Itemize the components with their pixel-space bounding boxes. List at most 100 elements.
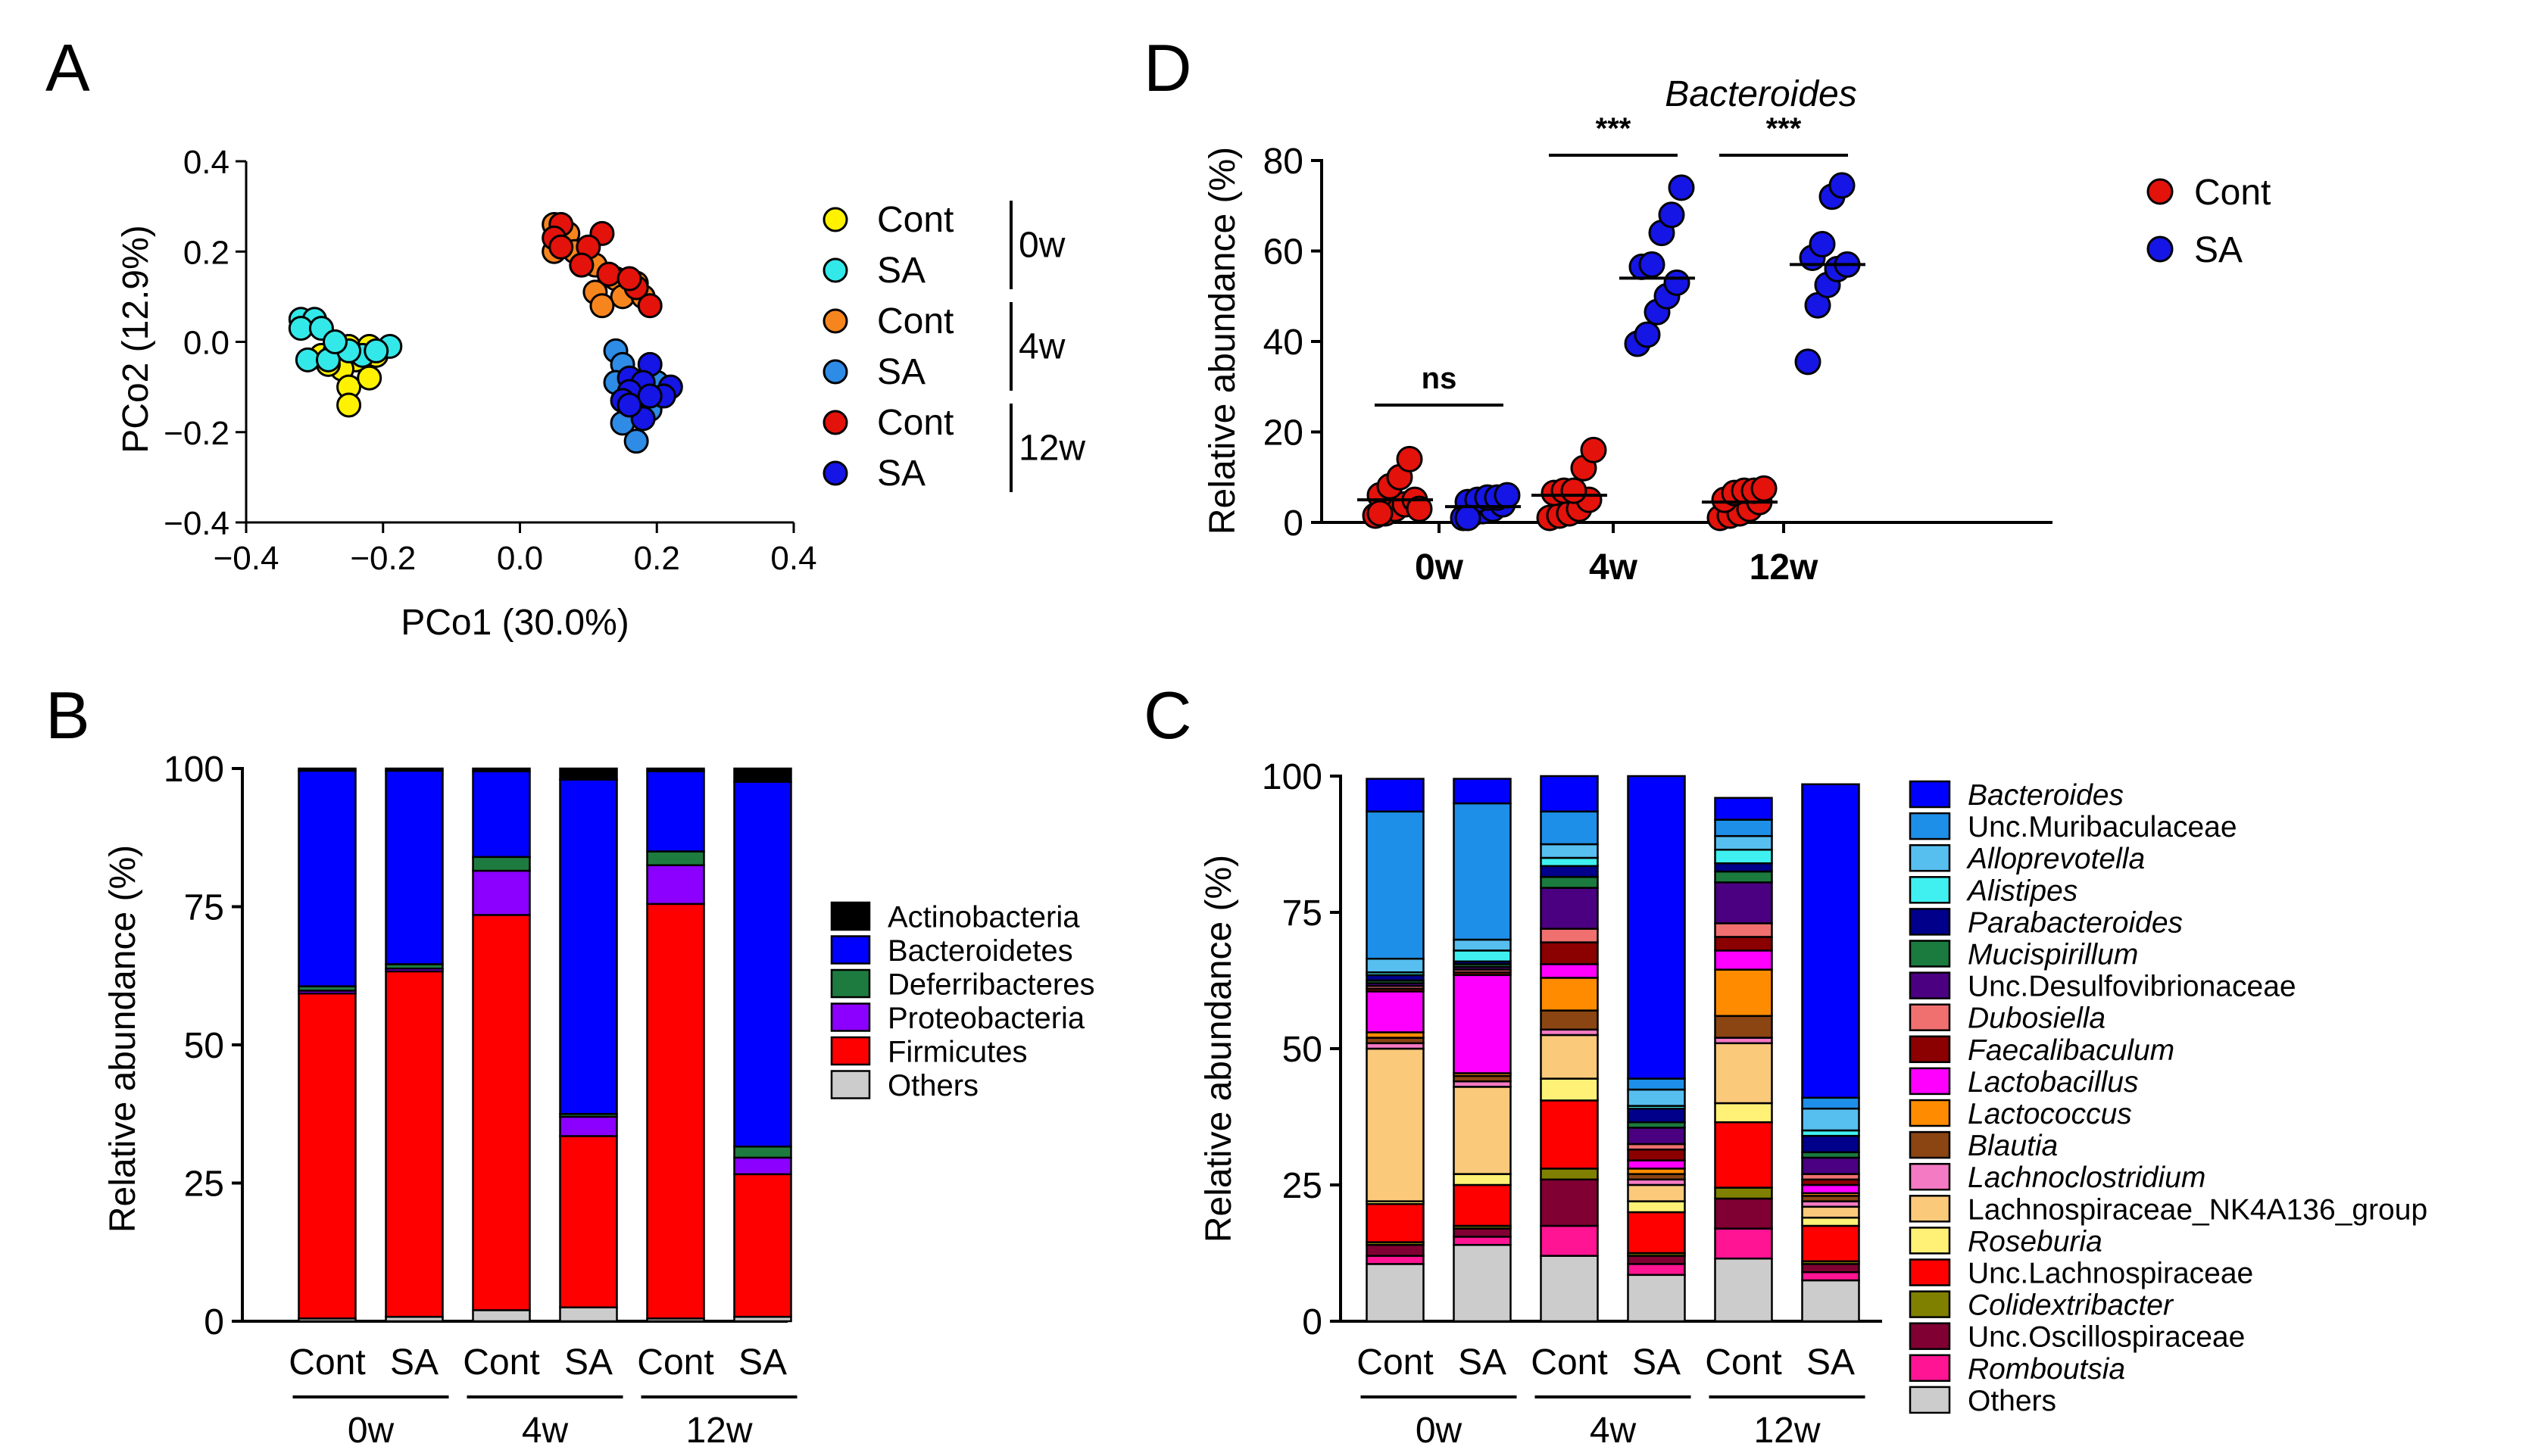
bar-segment [1801, 1096, 1860, 1110]
bar-segment [1714, 1257, 1773, 1323]
bar-segment [1453, 778, 1512, 805]
bar-segment [559, 767, 618, 781]
bar-segment [1714, 834, 1773, 851]
legend-swatch [1909, 940, 1951, 968]
legend-label: SA [877, 251, 926, 291]
pcoa-point [637, 383, 663, 409]
legend-label: Colidextribacter [1968, 1289, 2174, 1322]
pcoa-point [623, 429, 649, 454]
bar-segment [559, 1135, 618, 1308]
bar-category-label: SA [390, 1342, 439, 1383]
dot-point [1634, 321, 1661, 348]
legend-swatch [1909, 1354, 1951, 1383]
bar-segment [1366, 1263, 1425, 1323]
bar-segment [1540, 1255, 1599, 1323]
genus-legend: BacteroidesUnc.MuribaculaceaeAlloprevote… [1909, 779, 2427, 1417]
legend-label: Mucispirillum [1968, 939, 2138, 971]
bar-segment [385, 970, 444, 1318]
bar-segment [1801, 1134, 1860, 1154]
legend-swatch [830, 968, 871, 999]
legend-label: Blautia [1968, 1130, 2058, 1162]
bar-segment [472, 767, 531, 772]
dot-point [1668, 174, 1695, 201]
dot-y-tick-label: 0 [1283, 504, 1303, 544]
pcoa-point [322, 329, 348, 354]
bar-segment [298, 769, 357, 987]
legend-marker [823, 359, 848, 385]
bar-segment [1801, 1107, 1860, 1132]
bar-segment [1627, 1077, 1686, 1091]
dot-y-tick-label: 80 [1263, 142, 1303, 182]
pcoa-x-tick-label: −0.2 [350, 540, 416, 577]
panel-b: B Relative abundance (%) 0 25 50 75 100 Cont S… [45, 678, 1094, 1451]
bar-segment [1366, 810, 1425, 960]
legend-swatch [830, 901, 871, 931]
legend-marker [2146, 178, 2174, 205]
legend-swatch [1909, 1067, 1951, 1096]
pcoa-point [288, 316, 314, 341]
bar-segment [472, 1309, 531, 1323]
significance-label: ns [1422, 362, 1457, 395]
bar-segment [1453, 1227, 1512, 1238]
significance-label: *** [1596, 112, 1631, 145]
legend-group-label: 4w [1019, 327, 1066, 367]
bar-category-label: SA [1458, 1342, 1506, 1383]
bar-segment [1540, 1099, 1599, 1170]
bar-category-label: SA [1806, 1342, 1855, 1383]
legend-marker [823, 410, 848, 435]
bar-segment [1714, 870, 1773, 884]
bar-segment [472, 856, 531, 872]
legend-swatch [1909, 1322, 1951, 1350]
bar-group-label: 12w [1753, 1411, 1820, 1451]
bar-segment [1366, 1202, 1425, 1243]
legend-label: Unc.Muribaculaceae [1968, 811, 2237, 843]
legend-label: Unc.Lachnospiraceae [1968, 1258, 2253, 1290]
bar-segment [1714, 936, 1773, 952]
bar-category-label: Cont [1705, 1342, 1781, 1383]
bar-category-label: Cont [637, 1342, 713, 1383]
legend-swatch [1909, 1035, 1951, 1064]
legend-swatch [1909, 1130, 1951, 1159]
pcoa-point [589, 293, 615, 319]
legend-swatch [1909, 1290, 1951, 1318]
bar-segment [646, 903, 705, 1320]
bar-segment [1453, 1173, 1512, 1186]
bar-segment [559, 1306, 618, 1323]
bacteroides-title: Bacteroides [1665, 74, 1856, 114]
bar-segment [1714, 968, 1773, 1018]
legend-label: Unc.Oscillospiraceae [1968, 1321, 2245, 1354]
bar-segment [1453, 1236, 1512, 1246]
legend-group-label: 12w [1019, 429, 1085, 469]
dot-x-tick-label: 12w [1750, 547, 1818, 588]
bar-segment [1627, 1148, 1686, 1161]
dot-point [1454, 504, 1481, 532]
legend-label: Unc.Desulfovibrionaceae [1968, 971, 2296, 1003]
legend-label: SA [877, 454, 926, 494]
bar-segment [1627, 1127, 1686, 1146]
dot-point [1828, 172, 1856, 199]
pcoa-legend: Cont SA Cont SA Cont SA 0w 4w 12w [823, 200, 1085, 494]
bar-y-tick-label: 25 [184, 1164, 224, 1205]
legend-swatch [1909, 1227, 1951, 1255]
bar-segment [1627, 1107, 1686, 1124]
bar-segment [1453, 1183, 1512, 1227]
bar-segment [1453, 802, 1512, 941]
panel-c-letter: C [1144, 678, 1192, 753]
bar-segment [1714, 1197, 1773, 1230]
dot-point [1494, 482, 1521, 509]
bar-segment [1540, 843, 1599, 859]
bar-segment [298, 767, 357, 772]
legend-label: Lachnoclostridium [1968, 1161, 2205, 1194]
bar-segment [1714, 922, 1773, 938]
pcoa-plot: −0.4−0.4 −0.2 −0.2 0.0 0.0 0.2 0.2 0.4 0.4 [164, 144, 816, 577]
bar-segment [1453, 949, 1512, 963]
bar-segment [1801, 1205, 1860, 1219]
bar-segment [1714, 1015, 1773, 1039]
bar-category-label: SA [738, 1342, 787, 1383]
bar-segment [1453, 1243, 1512, 1323]
bar-segment [1801, 1270, 1860, 1282]
bar-segment [646, 864, 705, 906]
bar-segment [1627, 775, 1686, 1080]
bar-segment [1366, 1255, 1425, 1265]
bar-segment [1366, 1047, 1425, 1202]
